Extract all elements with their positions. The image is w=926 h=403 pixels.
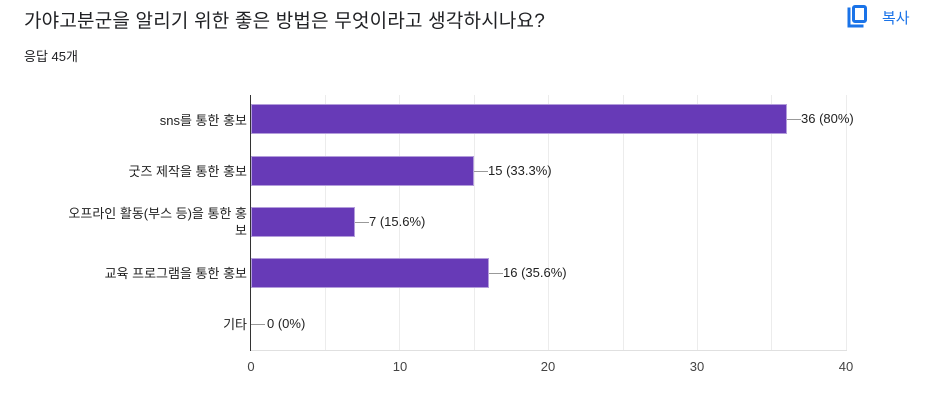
gridline xyxy=(697,95,698,350)
y-axis-line xyxy=(250,95,251,351)
leader-line xyxy=(474,171,488,172)
category-label: 오프라인 활동(부스 등)을 통한 홍 xyxy=(68,206,247,221)
category-label-wrap: 보 xyxy=(235,223,247,238)
value-label: 36 (80%) xyxy=(801,111,854,126)
gridline xyxy=(623,95,624,350)
bar-offline[interactable] xyxy=(251,207,355,237)
value-label: 0 (0%) xyxy=(267,316,306,331)
response-count: 응답 45개 xyxy=(24,49,78,64)
copy-label: 복사 xyxy=(882,9,910,27)
x-tick: 10 xyxy=(392,359,408,374)
gridline xyxy=(548,95,549,350)
question-title: 가야고분군을 알리기 위한 좋은 방법은 무엇이라고 생각하시나요? xyxy=(24,11,546,32)
leader-line xyxy=(355,222,369,223)
category-label: 굿즈 제작을 통한 홍보 xyxy=(128,164,247,179)
copy-icon xyxy=(846,5,868,29)
gridline xyxy=(846,95,847,350)
category-label: 기타 xyxy=(223,317,247,332)
leader-line xyxy=(489,273,503,274)
copy-button[interactable]: 복사 xyxy=(846,5,910,29)
x-axis-line xyxy=(250,350,847,351)
leader-line xyxy=(251,324,265,325)
x-tick: 20 xyxy=(540,359,556,374)
value-label: 7 (15.6%) xyxy=(369,214,426,229)
value-label: 15 (33.3%) xyxy=(488,163,552,178)
gridline xyxy=(399,95,400,350)
y-axis-labels: sns를 통한 홍보 굿즈 제작을 통한 홍보 오프라인 활동(부스 등)을 통… xyxy=(0,0,247,403)
leader-line xyxy=(787,119,801,120)
x-tick: 40 xyxy=(838,359,854,374)
bar-goods[interactable] xyxy=(251,156,474,186)
category-label: 교육 프로그램을 통한 홍보 xyxy=(104,266,247,281)
x-tick: 0 xyxy=(247,359,255,374)
gridline xyxy=(474,95,475,350)
category-label: sns를 통한 홍보 xyxy=(159,113,247,128)
bar-sns[interactable] xyxy=(251,104,787,134)
value-label: 16 (35.6%) xyxy=(503,265,567,280)
x-tick: 30 xyxy=(689,359,705,374)
gridline xyxy=(771,95,772,350)
bar-education[interactable] xyxy=(251,258,489,288)
